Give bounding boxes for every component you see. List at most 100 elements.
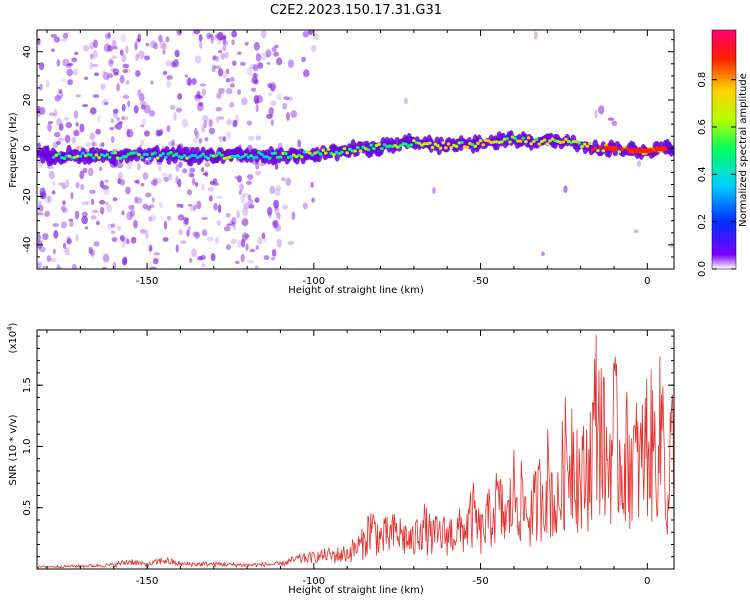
noise-blob — [257, 236, 263, 245]
noise-blob — [62, 242, 67, 250]
ridge-core — [449, 146, 454, 150]
noise-blob — [106, 204, 112, 213]
ridge-core — [169, 150, 173, 155]
x-tick-label: -150 — [136, 276, 159, 287]
noise-blob — [256, 95, 263, 103]
noise-blob — [432, 187, 436, 195]
noise-blob — [215, 115, 220, 124]
ridge-core — [545, 142, 550, 146]
noise-blob — [37, 263, 41, 269]
noise-blob — [165, 60, 172, 67]
noise-blob — [225, 212, 231, 218]
noise-blob — [175, 175, 179, 185]
noise-blob — [38, 160, 43, 169]
noise-blob — [126, 128, 130, 138]
ridge-core — [316, 150, 320, 154]
ridge-core — [230, 154, 235, 158]
ridge-core — [137, 153, 141, 157]
ridge-core — [548, 139, 552, 143]
noise-blob — [126, 238, 130, 245]
noise-blob — [268, 92, 273, 96]
ridge-core — [481, 143, 486, 147]
ridge-core — [516, 139, 520, 143]
spectrogram-marks — [37, 30, 674, 269]
ridge-core — [593, 146, 598, 150]
noise-blob — [157, 165, 163, 172]
noise-blob — [175, 107, 183, 113]
noise-blob — [231, 221, 236, 227]
noise-blob — [37, 142, 41, 150]
noise-blob — [144, 55, 150, 61]
ridge-core — [590, 148, 595, 152]
noise-blob — [111, 55, 118, 60]
noise-blob — [55, 140, 62, 145]
noise-blob — [66, 68, 74, 77]
noise-blob — [91, 140, 96, 147]
ridge-core — [369, 143, 373, 147]
ridge-core — [121, 155, 125, 159]
noise-blob — [194, 181, 199, 187]
noise-blob — [148, 244, 152, 253]
ridge-core — [292, 153, 296, 157]
noise-blob — [73, 129, 80, 137]
noise-blob — [143, 159, 150, 165]
ridge-blob — [670, 146, 674, 155]
noise-blob — [58, 88, 63, 94]
noise-blob — [274, 44, 279, 48]
noise-blob — [52, 141, 59, 148]
noise-blob — [67, 62, 74, 66]
noise-blob — [239, 183, 244, 192]
noise-blob — [252, 72, 257, 77]
noise-blob — [88, 246, 93, 255]
x-tick-label: -100 — [302, 276, 325, 287]
ridge-core — [361, 145, 365, 149]
ridge-core — [147, 156, 152, 160]
noise-blob — [213, 182, 219, 186]
noise-blob — [109, 127, 115, 131]
ridge-core — [524, 140, 528, 144]
noise-blob — [255, 245, 260, 250]
noise-blob — [149, 110, 156, 117]
ridge-core — [422, 142, 427, 146]
noise-blob — [248, 204, 255, 209]
noise-blob — [37, 204, 44, 212]
noise-blob — [194, 93, 201, 103]
ridge-core — [308, 151, 312, 155]
ridge-core — [500, 140, 504, 144]
noise-blob — [240, 253, 245, 263]
noise-blob — [234, 260, 240, 265]
ridge-core — [115, 156, 120, 160]
noise-blob — [110, 230, 116, 235]
noise-blob — [123, 116, 129, 121]
noise-blob — [226, 119, 232, 126]
noise-blob — [142, 203, 149, 210]
noise-blob — [187, 226, 191, 231]
noise-blob — [275, 185, 282, 191]
noise-blob — [188, 172, 194, 178]
ridge-core — [257, 151, 261, 155]
ridge-core — [356, 145, 360, 150]
ridge-core — [508, 140, 512, 144]
ridge-core — [182, 153, 187, 158]
ridge-core — [105, 153, 109, 157]
ridge-core — [374, 143, 379, 148]
noise-blob — [149, 245, 153, 252]
noise-blob — [87, 167, 94, 177]
noise-blob — [89, 189, 96, 194]
ridge-core — [51, 155, 56, 159]
noise-blob — [290, 110, 298, 118]
colorbar-tick-label: 0.0 — [697, 261, 708, 277]
noise-blob — [38, 200, 42, 206]
noise-blob — [144, 230, 149, 240]
noise-blob — [223, 225, 231, 232]
noise-blob — [270, 256, 276, 261]
ridge-core — [94, 153, 99, 157]
ridge-core — [366, 148, 371, 152]
noise-blob — [122, 256, 128, 265]
noise-blob — [171, 139, 175, 148]
x-tick-label: -50 — [472, 576, 488, 587]
ridge-core — [161, 151, 165, 156]
noise-blob — [133, 219, 138, 229]
noise-blob — [285, 177, 292, 186]
noise-blob — [180, 240, 187, 245]
